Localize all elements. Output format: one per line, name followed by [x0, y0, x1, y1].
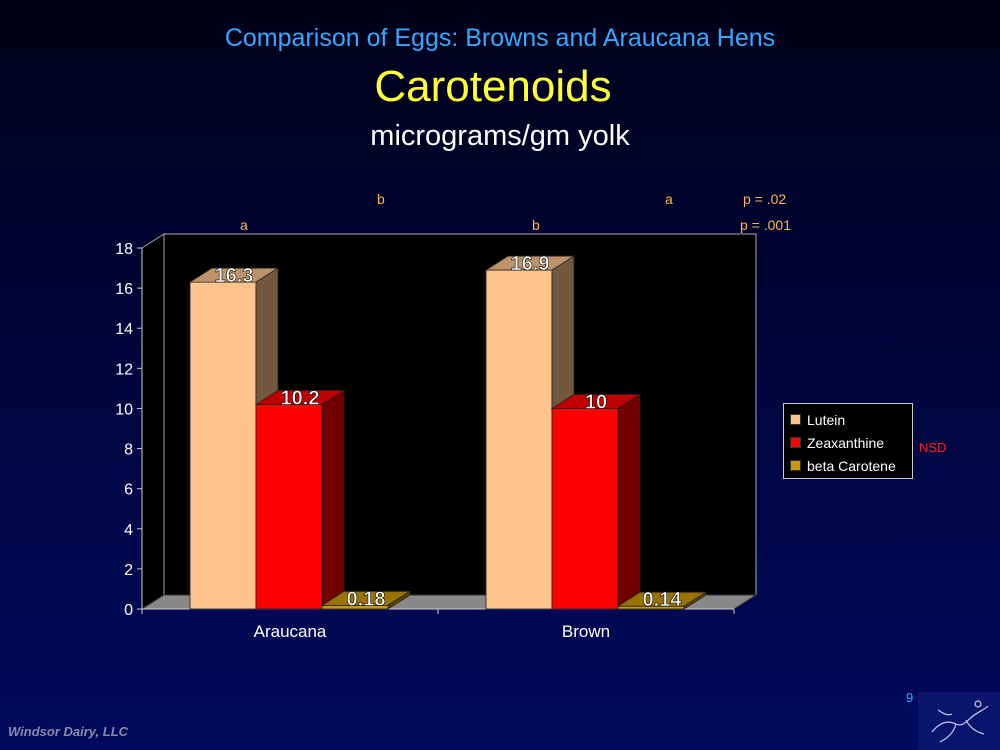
- bar-lutein-brown-front: [485, 269, 553, 610]
- page-number: 9: [906, 690, 914, 705]
- nsd-note: NSD: [919, 440, 947, 455]
- chart-legend: Lutein Zeaxanthine beta Carotene: [783, 403, 913, 479]
- y-tick-label: 8: [124, 442, 133, 459]
- bar-zeaxanthine-araucana-side: [321, 389, 345, 610]
- data-label-lutein-araucana: 16.3: [215, 265, 254, 287]
- annotation-p-value-zeaxanthine: p = .001: [740, 217, 791, 233]
- y-tick-label: 12: [115, 361, 133, 378]
- bar-beta-carotene-araucana-side: [387, 590, 411, 610]
- bar-zeaxanthine-brown-side: [617, 393, 641, 610]
- annotation-araucana-lutein-letter: a: [240, 217, 248, 233]
- bar-zeaxanthine-brown-front: [551, 408, 619, 610]
- legend-item-zeaxanthine: Zeaxanthine: [790, 431, 912, 454]
- windsor-dairy-logo: [918, 692, 1000, 750]
- data-label-lutein-brown: 16.9: [511, 253, 550, 275]
- slide-supertitle: Comparison of Eggs: Browns and Araucana …: [224, 24, 776, 52]
- legend-item-beta-carotene: beta Carotene: [790, 454, 912, 477]
- legend-item-lutein: Lutein: [790, 408, 912, 431]
- legend-label-beta-carotene: beta Carotene: [807, 457, 896, 474]
- slide-title: Carotenoids: [374, 62, 612, 111]
- slide-subtitle: micrograms/gm yolk: [370, 120, 630, 152]
- data-label-beta-carotene-araucana: 0.18: [347, 588, 386, 610]
- data-label-zeaxanthine-brown: 10: [585, 391, 607, 413]
- legend-label-lutein: Lutein: [807, 411, 846, 428]
- x-category-label: Araucana: [254, 622, 327, 641]
- data-label-beta-carotene-brown: 0.14: [643, 589, 683, 611]
- y-tick-label: 16: [115, 281, 133, 298]
- annotation-araucana-zeaxanthine-letter: b: [377, 191, 385, 207]
- bar-zeaxanthine-araucana-front: [255, 404, 323, 610]
- legend-swatch-lutein: [790, 414, 801, 425]
- y-tick-label: 14: [115, 321, 133, 338]
- data-label-zeaxanthine-araucana: 10.2: [281, 387, 320, 409]
- legend-label-zeaxanthine: Zeaxanthine: [807, 434, 885, 451]
- chart-side-wall: [141, 233, 165, 610]
- annotation-p-value-lutein: p = .02: [743, 191, 787, 207]
- bar-lutein-araucana-front: [189, 281, 257, 610]
- legend-swatch-zeaxanthine: [790, 437, 801, 448]
- x-category-label: Brown: [562, 622, 610, 641]
- annotation-brown-zeaxanthine-letter: b: [532, 217, 540, 233]
- footer-company: Windsor Dairy, LLC: [8, 724, 129, 739]
- y-tick-label: 18: [115, 241, 133, 258]
- y-tick-label: 0: [124, 602, 133, 619]
- annotation-brown-lutein-letter: a: [665, 191, 673, 207]
- y-tick-label: 2: [124, 562, 133, 579]
- y-tick-label: 6: [124, 482, 133, 499]
- y-tick-label: 10: [115, 401, 133, 418]
- y-tick-label: 4: [124, 522, 133, 539]
- bar-beta-carotene-brown-side: [683, 591, 707, 610]
- legend-swatch-beta-carotene: [790, 460, 801, 471]
